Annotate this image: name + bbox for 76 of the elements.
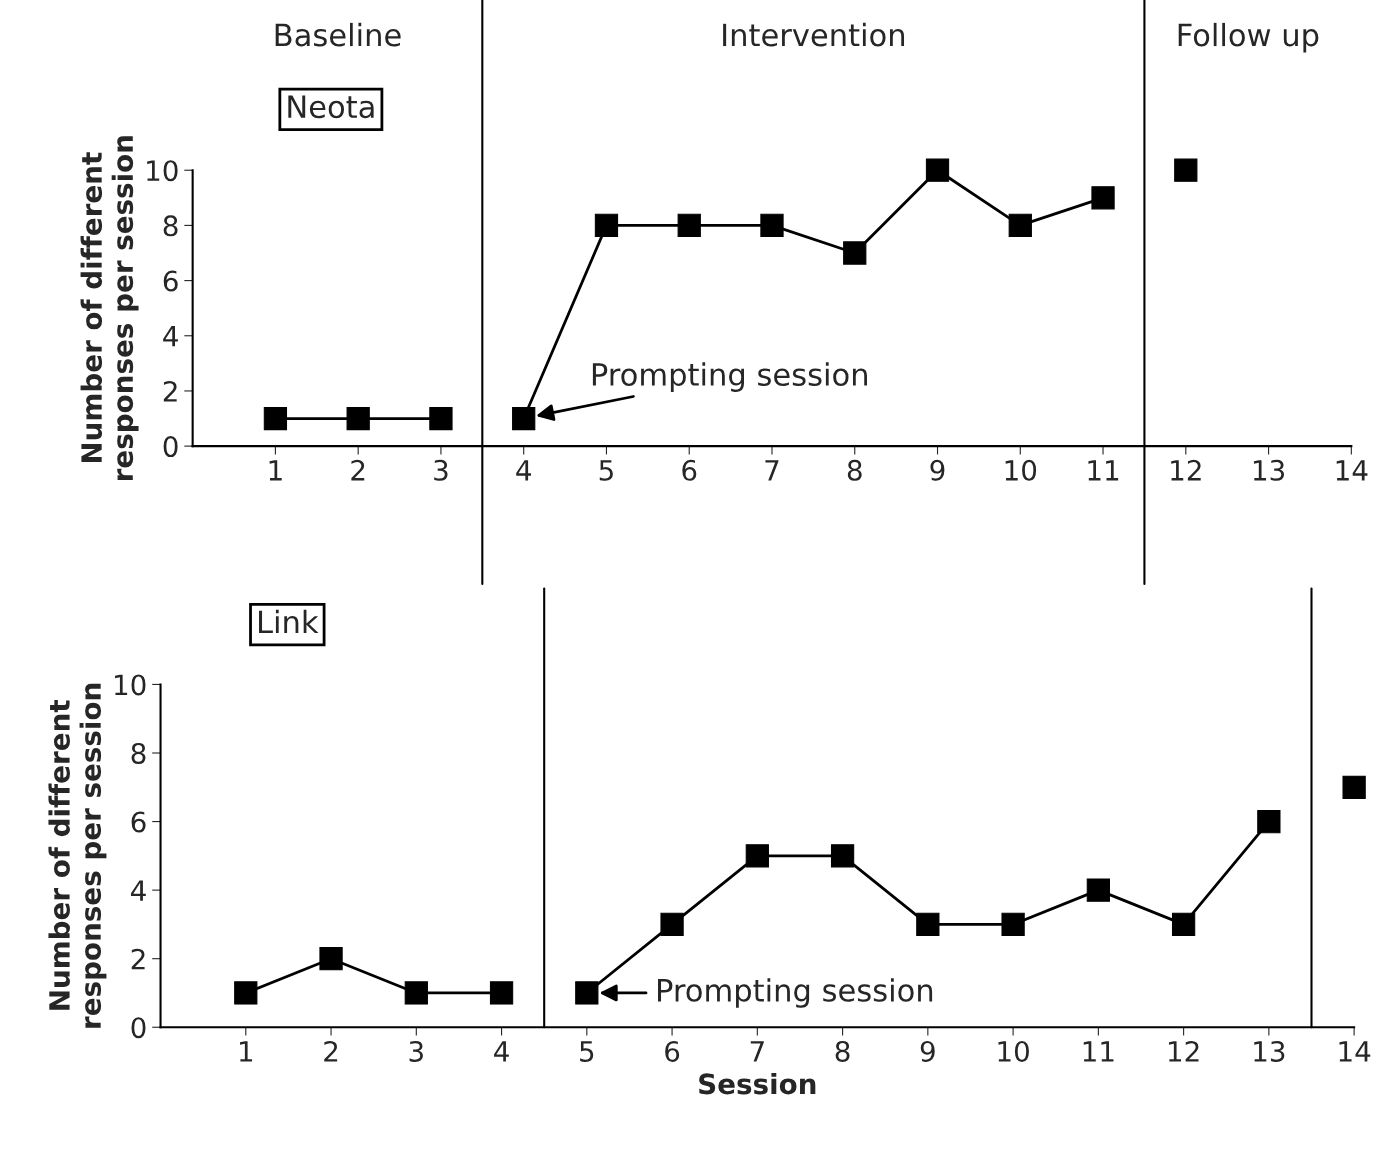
x-tick-label: 8 xyxy=(835,1040,850,1062)
point xyxy=(429,406,453,431)
x-tick-label: 9 xyxy=(920,1040,935,1062)
x-tick-label: 4 xyxy=(494,1041,509,1062)
point xyxy=(1174,158,1198,182)
x-tick-label: 12 xyxy=(1168,1040,1199,1062)
x-tick-label: 3 xyxy=(434,459,448,481)
x-tick-label: 7 xyxy=(750,1041,764,1062)
point xyxy=(575,981,599,1005)
point xyxy=(1342,775,1366,799)
point xyxy=(512,406,536,431)
x-tick-label: 5 xyxy=(580,1041,594,1062)
point xyxy=(319,947,343,971)
point xyxy=(660,912,684,937)
y-tick-label: 4 xyxy=(163,326,178,347)
point xyxy=(760,213,784,238)
point xyxy=(1008,213,1032,238)
x-tick-label: 13 xyxy=(1254,1040,1285,1062)
chart-title: Link xyxy=(259,609,319,634)
x-tick-label: 1 xyxy=(240,1041,253,1062)
y-tick-label: 0 xyxy=(163,436,178,458)
x-tick-label: 4 xyxy=(516,460,531,481)
x-tick-label: 14 xyxy=(1339,1041,1371,1062)
point xyxy=(263,406,288,431)
point xyxy=(830,844,855,868)
x-axis-title: Session xyxy=(699,1072,816,1095)
point xyxy=(925,158,950,182)
annotation: Prompting session xyxy=(658,978,933,1008)
y-tick-label: 8 xyxy=(131,742,146,764)
text: Follow up xyxy=(1178,22,1319,53)
text: Baseline xyxy=(275,22,401,47)
annotation: Prompting session xyxy=(592,362,867,392)
y-tick-label: 2 xyxy=(163,380,177,402)
point xyxy=(1086,878,1110,902)
x-tick-label: 1 xyxy=(269,460,282,481)
y-tick-label: 8 xyxy=(163,215,178,237)
y-axis-title: Number of different responses per session xyxy=(48,683,107,1028)
point xyxy=(489,981,514,1005)
point xyxy=(843,241,867,265)
x-tick-label: 5 xyxy=(599,460,613,481)
point xyxy=(234,981,258,1005)
x-tick-label: 2 xyxy=(351,459,365,481)
point xyxy=(677,213,701,238)
point xyxy=(916,912,940,937)
y-tick-label: 10 xyxy=(147,160,178,182)
y-tick-label: 2 xyxy=(131,948,145,970)
x-tick-label: 11 xyxy=(1083,1041,1114,1062)
x-tick-label: 2 xyxy=(324,1040,338,1062)
text: Intervention xyxy=(723,22,905,47)
x-tick-label: 11 xyxy=(1088,460,1119,481)
point xyxy=(594,213,619,238)
point xyxy=(1001,912,1025,937)
x-tick-label: 7 xyxy=(765,460,779,481)
x-tick-label: 8 xyxy=(847,459,862,481)
point xyxy=(1171,912,1196,937)
y-tick-label: 10 xyxy=(115,674,146,696)
y-tick-label: 6 xyxy=(131,811,146,833)
y-axis-title: Number of different responses per session xyxy=(80,136,139,480)
y-tick-label: 4 xyxy=(131,880,146,901)
x-tick-label: 3 xyxy=(409,1040,423,1062)
x-tick-label: 13 xyxy=(1253,459,1285,481)
x-tick-label: 6 xyxy=(682,459,697,481)
point xyxy=(1091,186,1115,210)
y-tick-label: 6 xyxy=(163,270,178,292)
x-tick-label: 10 xyxy=(998,1040,1029,1062)
x-tick-label: 6 xyxy=(665,1040,680,1062)
chart-title: Neota xyxy=(288,95,374,119)
x-tick-label: 12 xyxy=(1171,459,1201,481)
x-tick-label: 10 xyxy=(1005,459,1037,481)
x-tick-label: 14 xyxy=(1336,460,1368,481)
point xyxy=(745,844,769,868)
x-tick-label: 9 xyxy=(930,459,945,481)
y-tick-label: 0 xyxy=(131,1017,146,1039)
point xyxy=(1257,809,1281,834)
point xyxy=(404,981,428,1005)
point xyxy=(346,406,370,431)
